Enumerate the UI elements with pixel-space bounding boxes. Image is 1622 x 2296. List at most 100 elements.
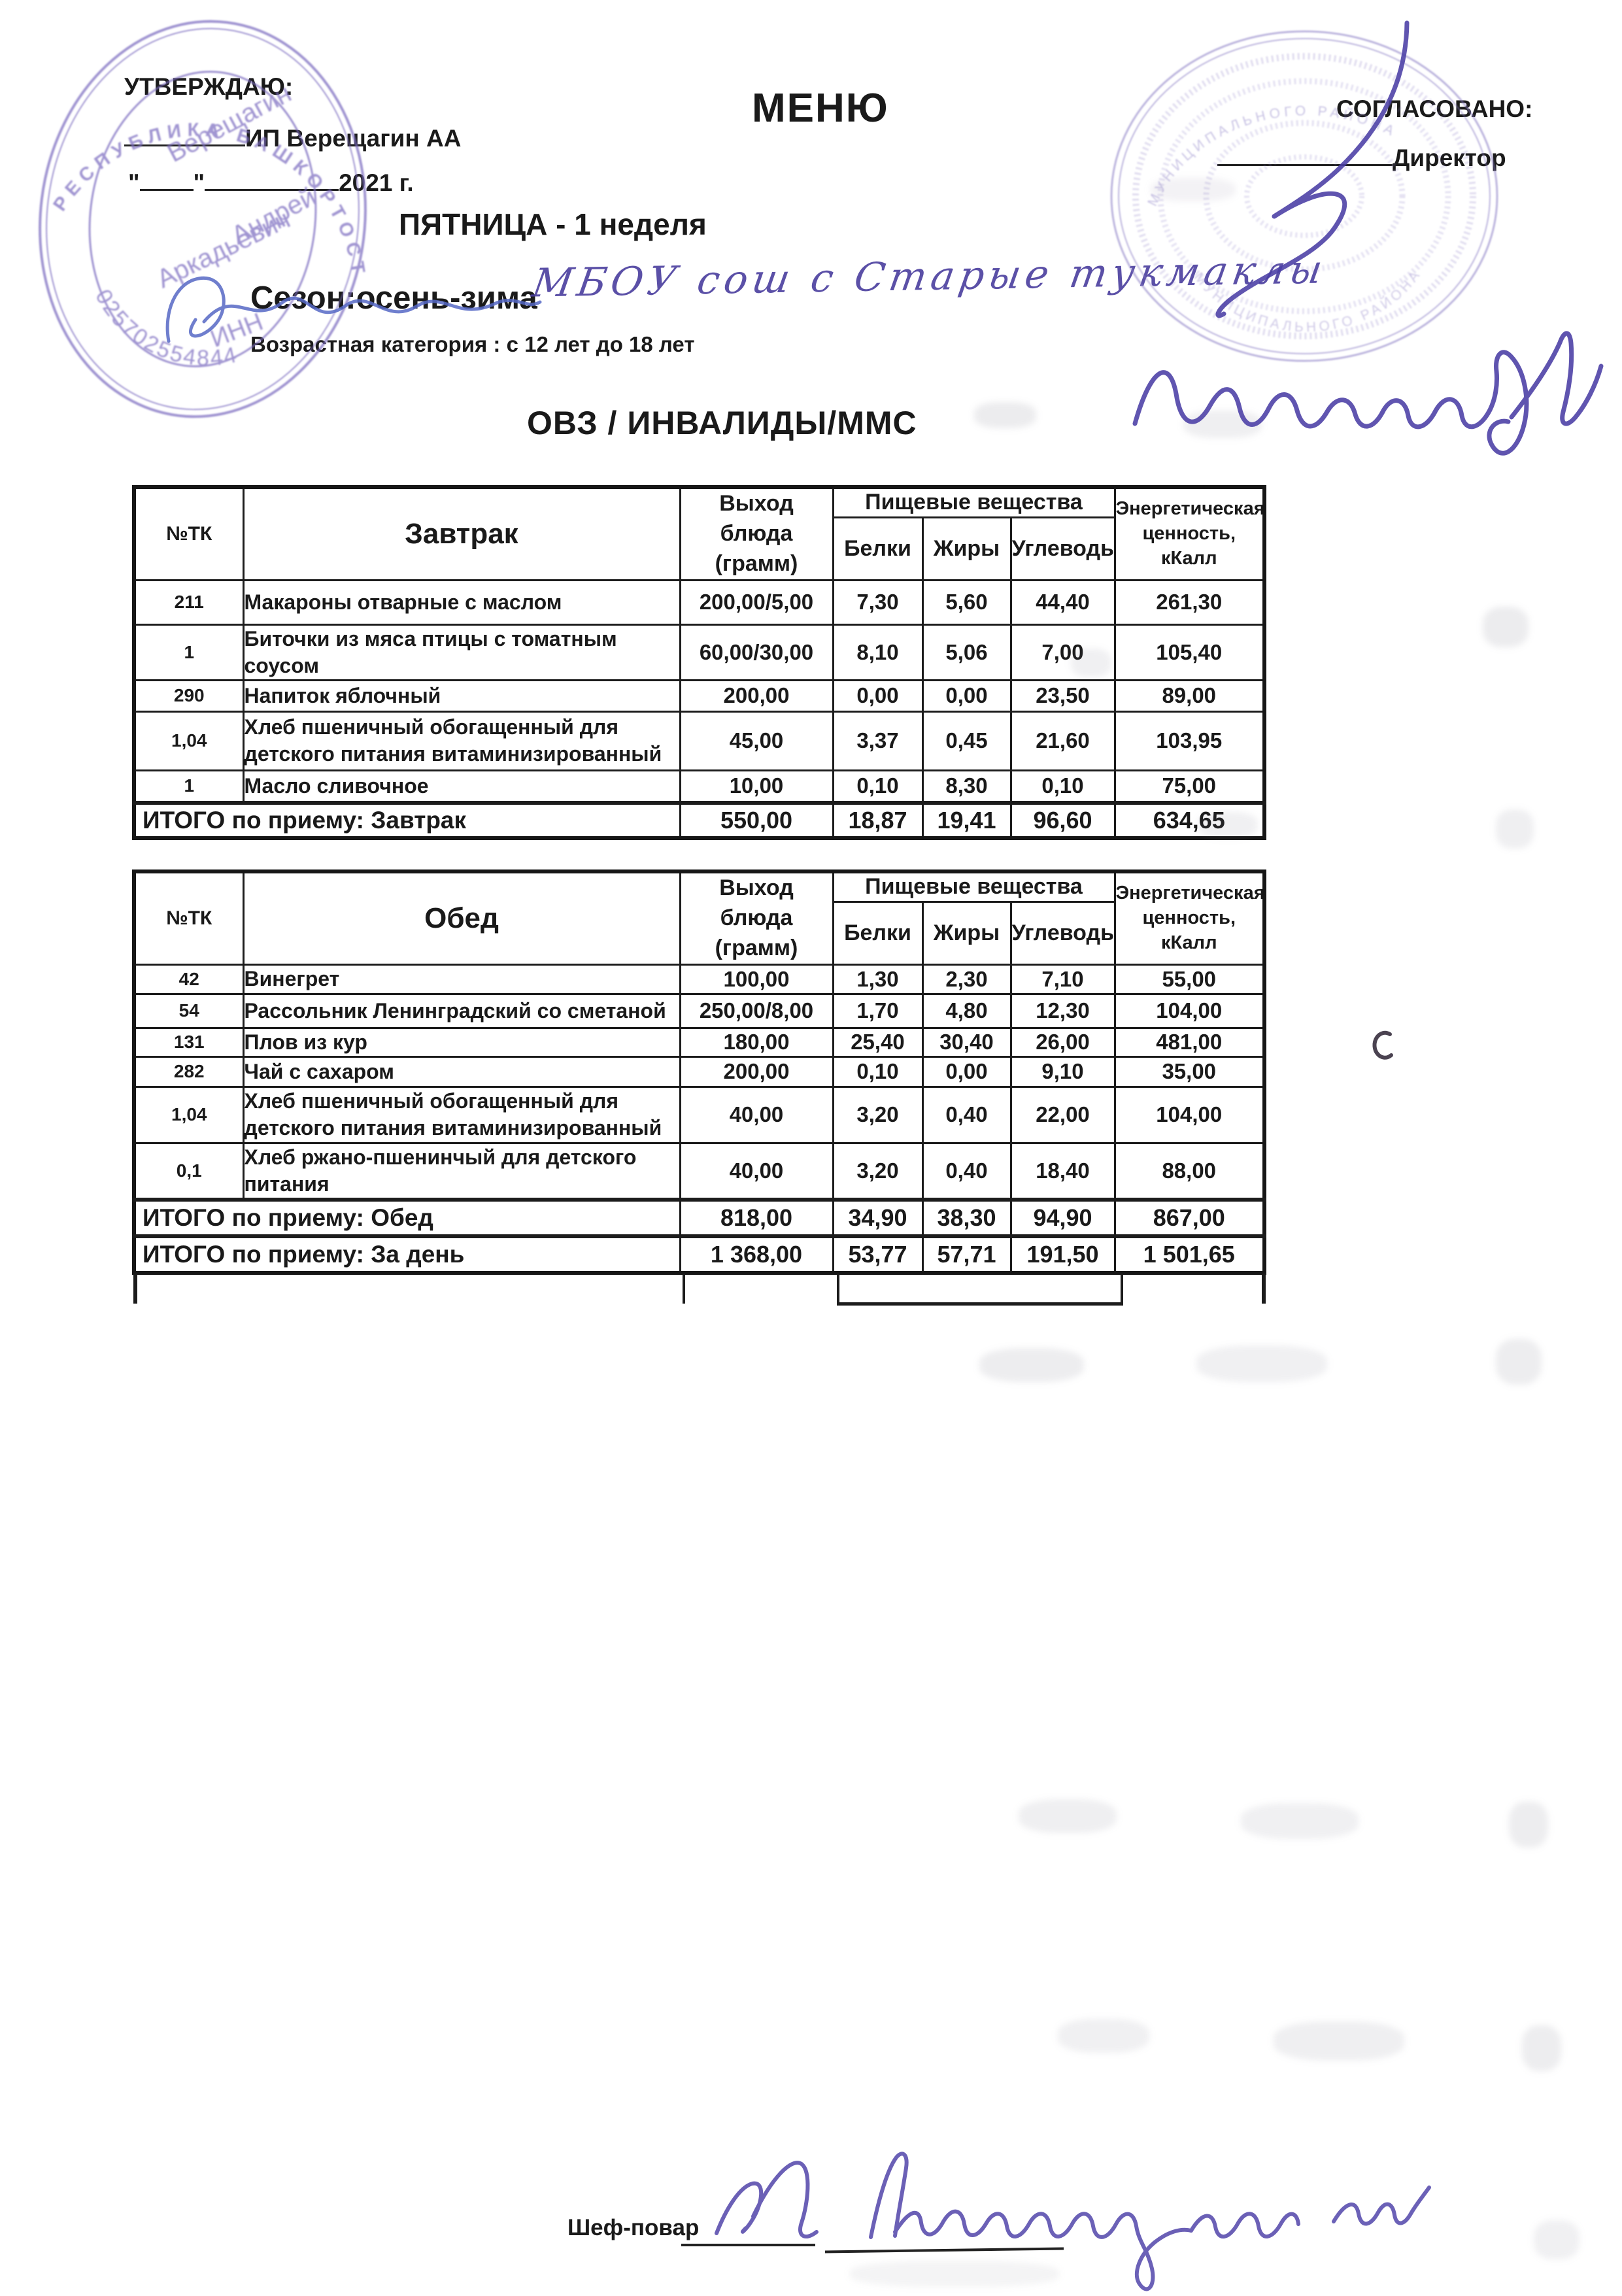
header-output: Выход блюда (грамм) bbox=[679, 486, 834, 581]
cell-carbs: 22,00 bbox=[1009, 1085, 1116, 1144]
cell-protein: 0,00 bbox=[832, 679, 924, 713]
cell-energy: 103,95 bbox=[1113, 710, 1266, 771]
table-stub-line bbox=[133, 1274, 137, 1304]
scan-smudge bbox=[1509, 1802, 1548, 1848]
header-protein: Белки bbox=[832, 516, 924, 581]
director-signature bbox=[1132, 20, 1604, 456]
total-fat: 19,41 bbox=[921, 801, 1012, 839]
cell-fat: 0,45 bbox=[921, 710, 1012, 771]
cell-fat: 30,40 bbox=[921, 1026, 1012, 1058]
total-carbs: 191,50 bbox=[1009, 1234, 1116, 1274]
scan-smudge bbox=[1183, 411, 1262, 438]
agree-role: Директор bbox=[1393, 144, 1506, 172]
table-row: 282 Чай с сахаром 200,00 0,10 0,00 9,10 … bbox=[133, 1055, 1266, 1088]
cell-energy: 261,30 bbox=[1113, 579, 1266, 626]
cell-carbs: 7,10 bbox=[1009, 963, 1116, 995]
cell-energy: 105,40 bbox=[1113, 623, 1266, 681]
approve-name: ИП Верещагин АА bbox=[245, 125, 462, 152]
agree-role-line: Директор bbox=[1217, 141, 1506, 172]
cell-tk: 42 bbox=[133, 963, 245, 995]
quote-close: " bbox=[193, 169, 205, 197]
cell-tk: 1 bbox=[133, 769, 245, 804]
scan-smudge bbox=[1522, 2025, 1561, 2071]
cell-fat: 4,80 bbox=[921, 992, 1012, 1029]
table-row: 131 Плов из кур 180,00 25,40 30,40 26,00… bbox=[133, 1026, 1266, 1058]
cell-fat: 0,40 bbox=[921, 1141, 1012, 1201]
total-protein: 34,90 bbox=[832, 1197, 924, 1238]
header-nutrients: Пищевые вещества bbox=[832, 486, 1116, 518]
cell-output: 100,00 bbox=[679, 963, 834, 995]
cell-tk: 1,04 bbox=[133, 1085, 245, 1144]
total-row-breakfast: ИТОГО по приему: Завтрак 550,00 18,87 19… bbox=[133, 801, 1266, 839]
cell-dish: Напиток яблочный bbox=[242, 679, 681, 713]
approve-name-line: ИП Верещагин АА bbox=[124, 122, 461, 152]
svg-text:025702554844: 025702554844 bbox=[83, 283, 248, 376]
cell-dish: Винегрет bbox=[242, 963, 681, 995]
header-fat: Жиры bbox=[921, 516, 1012, 581]
scan-smudge bbox=[850, 2261, 1059, 2287]
cell-energy: 89,00 bbox=[1113, 679, 1266, 713]
cell-carbs: 18,40 bbox=[1009, 1141, 1116, 1201]
cell-protein: 1,30 bbox=[832, 963, 924, 995]
header-meal-lunch: Обед bbox=[242, 870, 681, 965]
cell-dish: Макароны отварные с маслом bbox=[242, 579, 681, 626]
total-fat: 57,71 bbox=[921, 1234, 1012, 1274]
header-protein: Белки bbox=[832, 900, 924, 966]
cell-dish: Плов из кур bbox=[242, 1026, 681, 1058]
scan-smudge bbox=[974, 402, 1036, 428]
cell-fat: 0,00 bbox=[921, 679, 1012, 713]
total-label: ИТОГО по приему: Обед bbox=[133, 1197, 681, 1238]
cell-tk: 282 bbox=[133, 1055, 245, 1088]
cell-dish: Хлеб ржано-пшенинчый для детского питани… bbox=[242, 1141, 681, 1201]
cell-dish: Биточки из мяса птицы с томатным соусом bbox=[242, 623, 681, 681]
ink-mark bbox=[1372, 1030, 1393, 1060]
cell-output: 45,00 bbox=[679, 710, 834, 771]
cell-energy: 104,00 bbox=[1113, 992, 1266, 1029]
chef-label: Шеф-повар bbox=[567, 2215, 700, 2240]
cell-protein: 25,40 bbox=[832, 1026, 924, 1058]
cell-energy: 75,00 bbox=[1113, 769, 1266, 804]
cell-tk: 211 bbox=[133, 579, 245, 626]
cell-fat: 2,30 bbox=[921, 963, 1012, 995]
table-row: 54 Рассольник Ленинградский со сметаной … bbox=[133, 992, 1266, 1029]
cell-output: 200,00 bbox=[679, 679, 834, 713]
total-row-day: ИТОГО по приему: За день 1 368,00 53,77 … bbox=[133, 1234, 1266, 1274]
total-energy: 867,00 bbox=[1113, 1197, 1266, 1238]
header-meal-breakfast: Завтрак bbox=[242, 486, 681, 581]
cell-protein: 8,10 bbox=[832, 623, 924, 681]
chef-signature-line-1 bbox=[681, 2244, 815, 2246]
lunch-table: №ТК Обед Выход блюда (грамм) Пищевые вещ… bbox=[132, 869, 1266, 1275]
cell-dish: Хлеб пшеничный обогащенный для детского … bbox=[242, 1085, 681, 1144]
scan-smudge bbox=[1496, 809, 1534, 849]
chef-signature-1 bbox=[715, 2161, 819, 2238]
scan-smudge bbox=[1241, 1803, 1359, 1839]
cell-dish: Масло сливочное bbox=[242, 769, 681, 804]
header-energy: Энергетическая ценность, кКалл bbox=[1113, 486, 1266, 581]
cell-output: 180,00 bbox=[679, 1026, 834, 1058]
table-row: 0,1 Хлеб ржано-пшенинчый для детского пи… bbox=[133, 1141, 1266, 1201]
cell-carbs: 0,10 bbox=[1009, 769, 1116, 804]
cell-carbs: 12,30 bbox=[1009, 992, 1116, 1029]
scan-smudge bbox=[1483, 607, 1529, 647]
cell-fat: 5,06 bbox=[921, 623, 1012, 681]
cell-fat: 5,60 bbox=[921, 579, 1012, 626]
month-line bbox=[205, 166, 339, 192]
cell-protein: 7,30 bbox=[832, 579, 924, 626]
cell-output: 250,00/8,00 bbox=[679, 992, 834, 1029]
cell-dish: Хлеб пшеничный обогащенный для детского … bbox=[242, 710, 681, 771]
scan-smudge bbox=[1274, 2021, 1404, 2061]
header-fat: Жиры bbox=[921, 900, 1012, 966]
age-category: Возрастная категория : с 12 лет до 18 ле… bbox=[250, 332, 695, 356]
page-title: МЕНЮ bbox=[752, 86, 889, 131]
table-stub-line bbox=[1262, 1274, 1266, 1304]
cell-output: 60,00/30,00 bbox=[679, 623, 834, 681]
cell-carbs: 26,00 bbox=[1009, 1026, 1116, 1058]
total-energy: 1 501,65 bbox=[1113, 1234, 1266, 1274]
total-label: ИТОГО по приему: За день bbox=[133, 1234, 681, 1274]
cell-carbs: 44,40 bbox=[1009, 579, 1116, 626]
total-output: 1 368,00 bbox=[679, 1234, 834, 1274]
quote-open: " bbox=[128, 169, 140, 197]
total-label: ИТОГО по приему: Завтрак bbox=[133, 801, 681, 839]
cell-tk: 1,04 bbox=[133, 710, 245, 771]
cell-output: 10,00 bbox=[679, 769, 834, 804]
